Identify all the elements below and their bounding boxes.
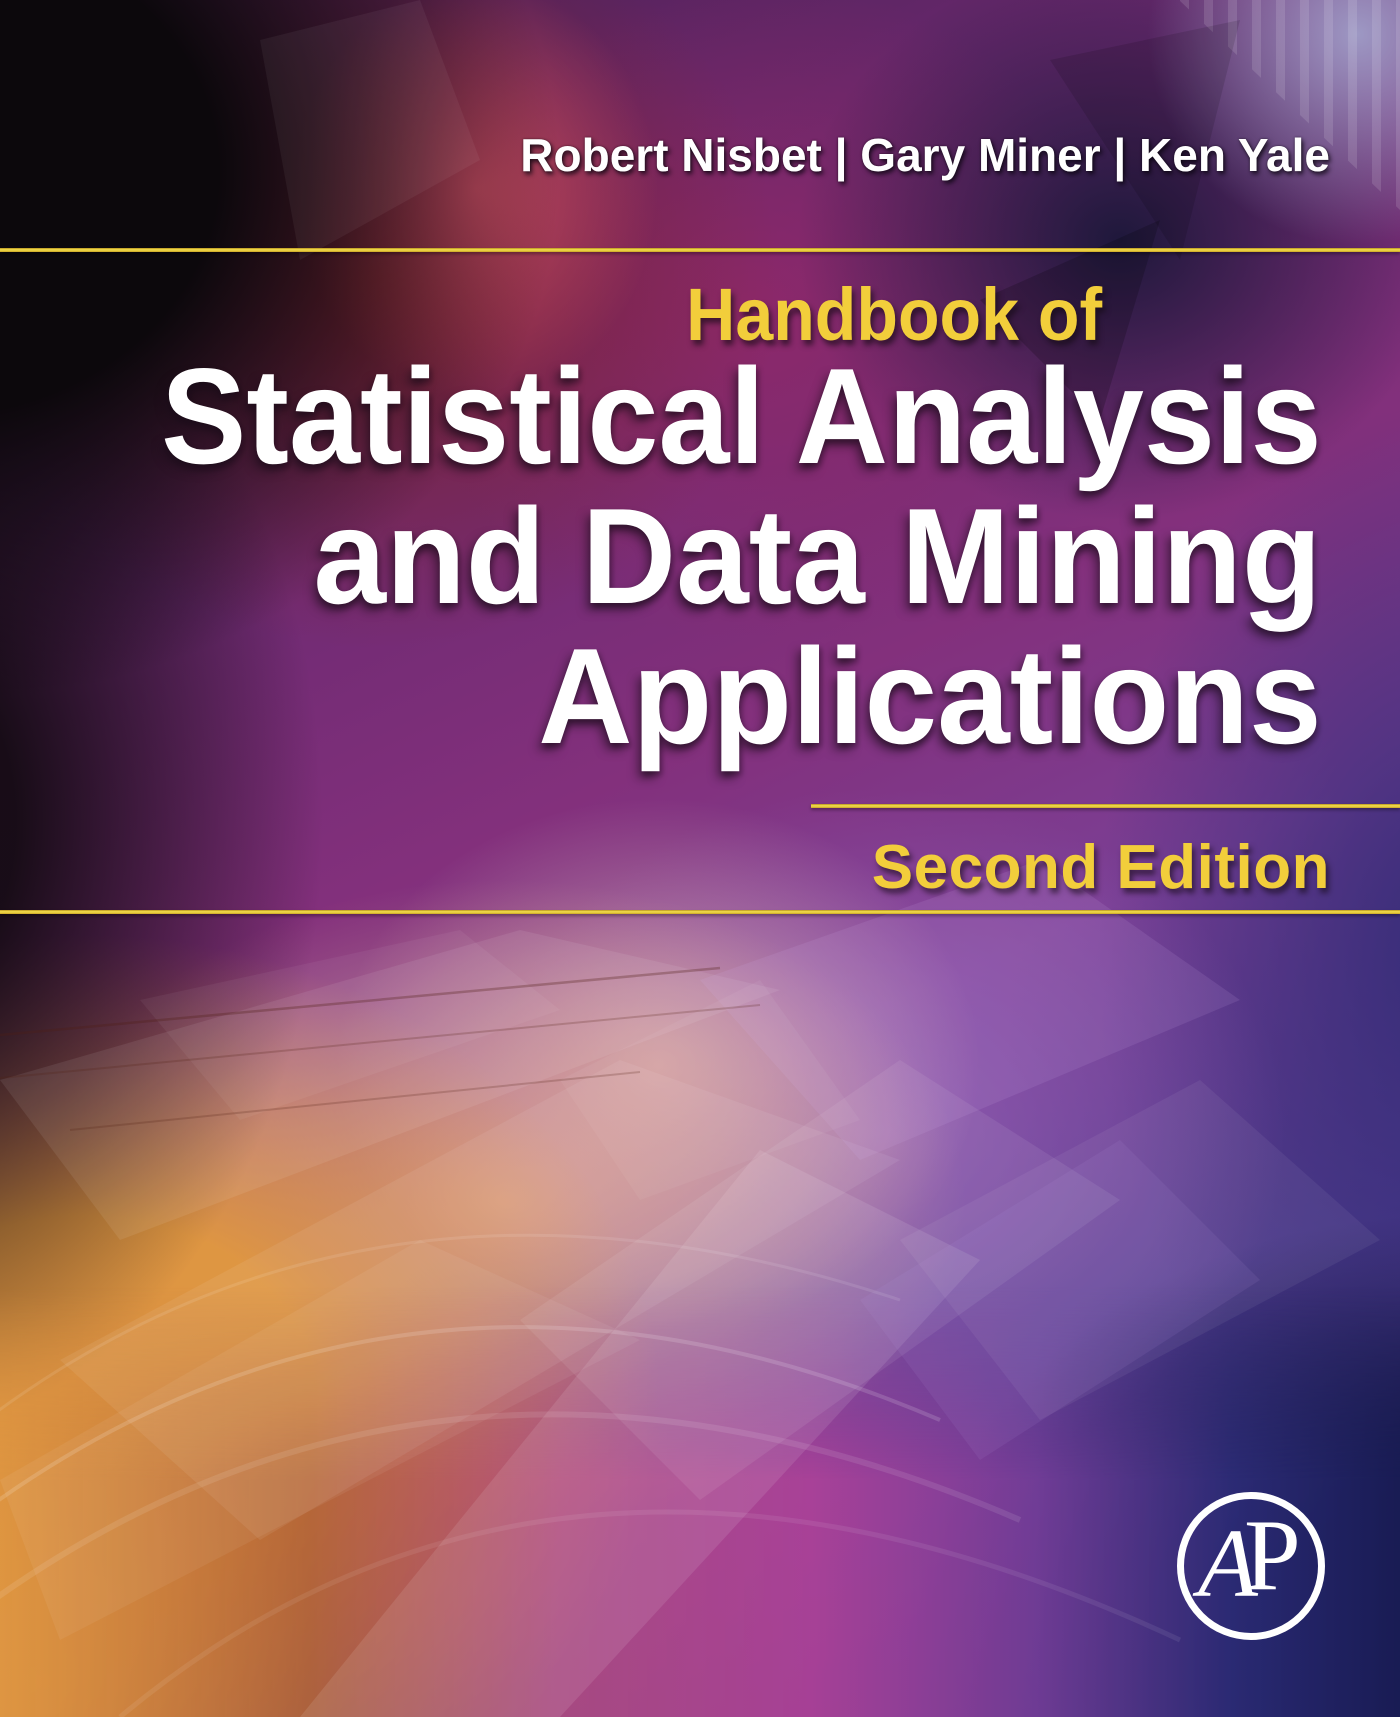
edition-label: Second Edition bbox=[871, 833, 1330, 902]
gold-rule-top bbox=[0, 248, 1400, 252]
gold-rule-under-title bbox=[811, 804, 1400, 808]
logo-letter-a: A bbox=[1198, 1510, 1258, 1618]
academic-press-logo: A P bbox=[1177, 1492, 1325, 1640]
gold-rule-bottom bbox=[0, 910, 1400, 914]
title-line-1: Statistical Analysis bbox=[161, 340, 1322, 492]
title-line-2: and Data Mining bbox=[313, 480, 1322, 632]
author-line: Robert Nisbet | Gary Miner | Ken Yale bbox=[520, 129, 1330, 181]
book-title: Statistical Analysis and Data Mining App… bbox=[87, 346, 1322, 766]
logo-letter-p: P bbox=[1244, 1499, 1301, 1612]
background-bottom-band bbox=[0, 1287, 1400, 1717]
title-prefix: Handbook of bbox=[686, 273, 1102, 356]
title-line-3: Applications bbox=[538, 620, 1322, 772]
